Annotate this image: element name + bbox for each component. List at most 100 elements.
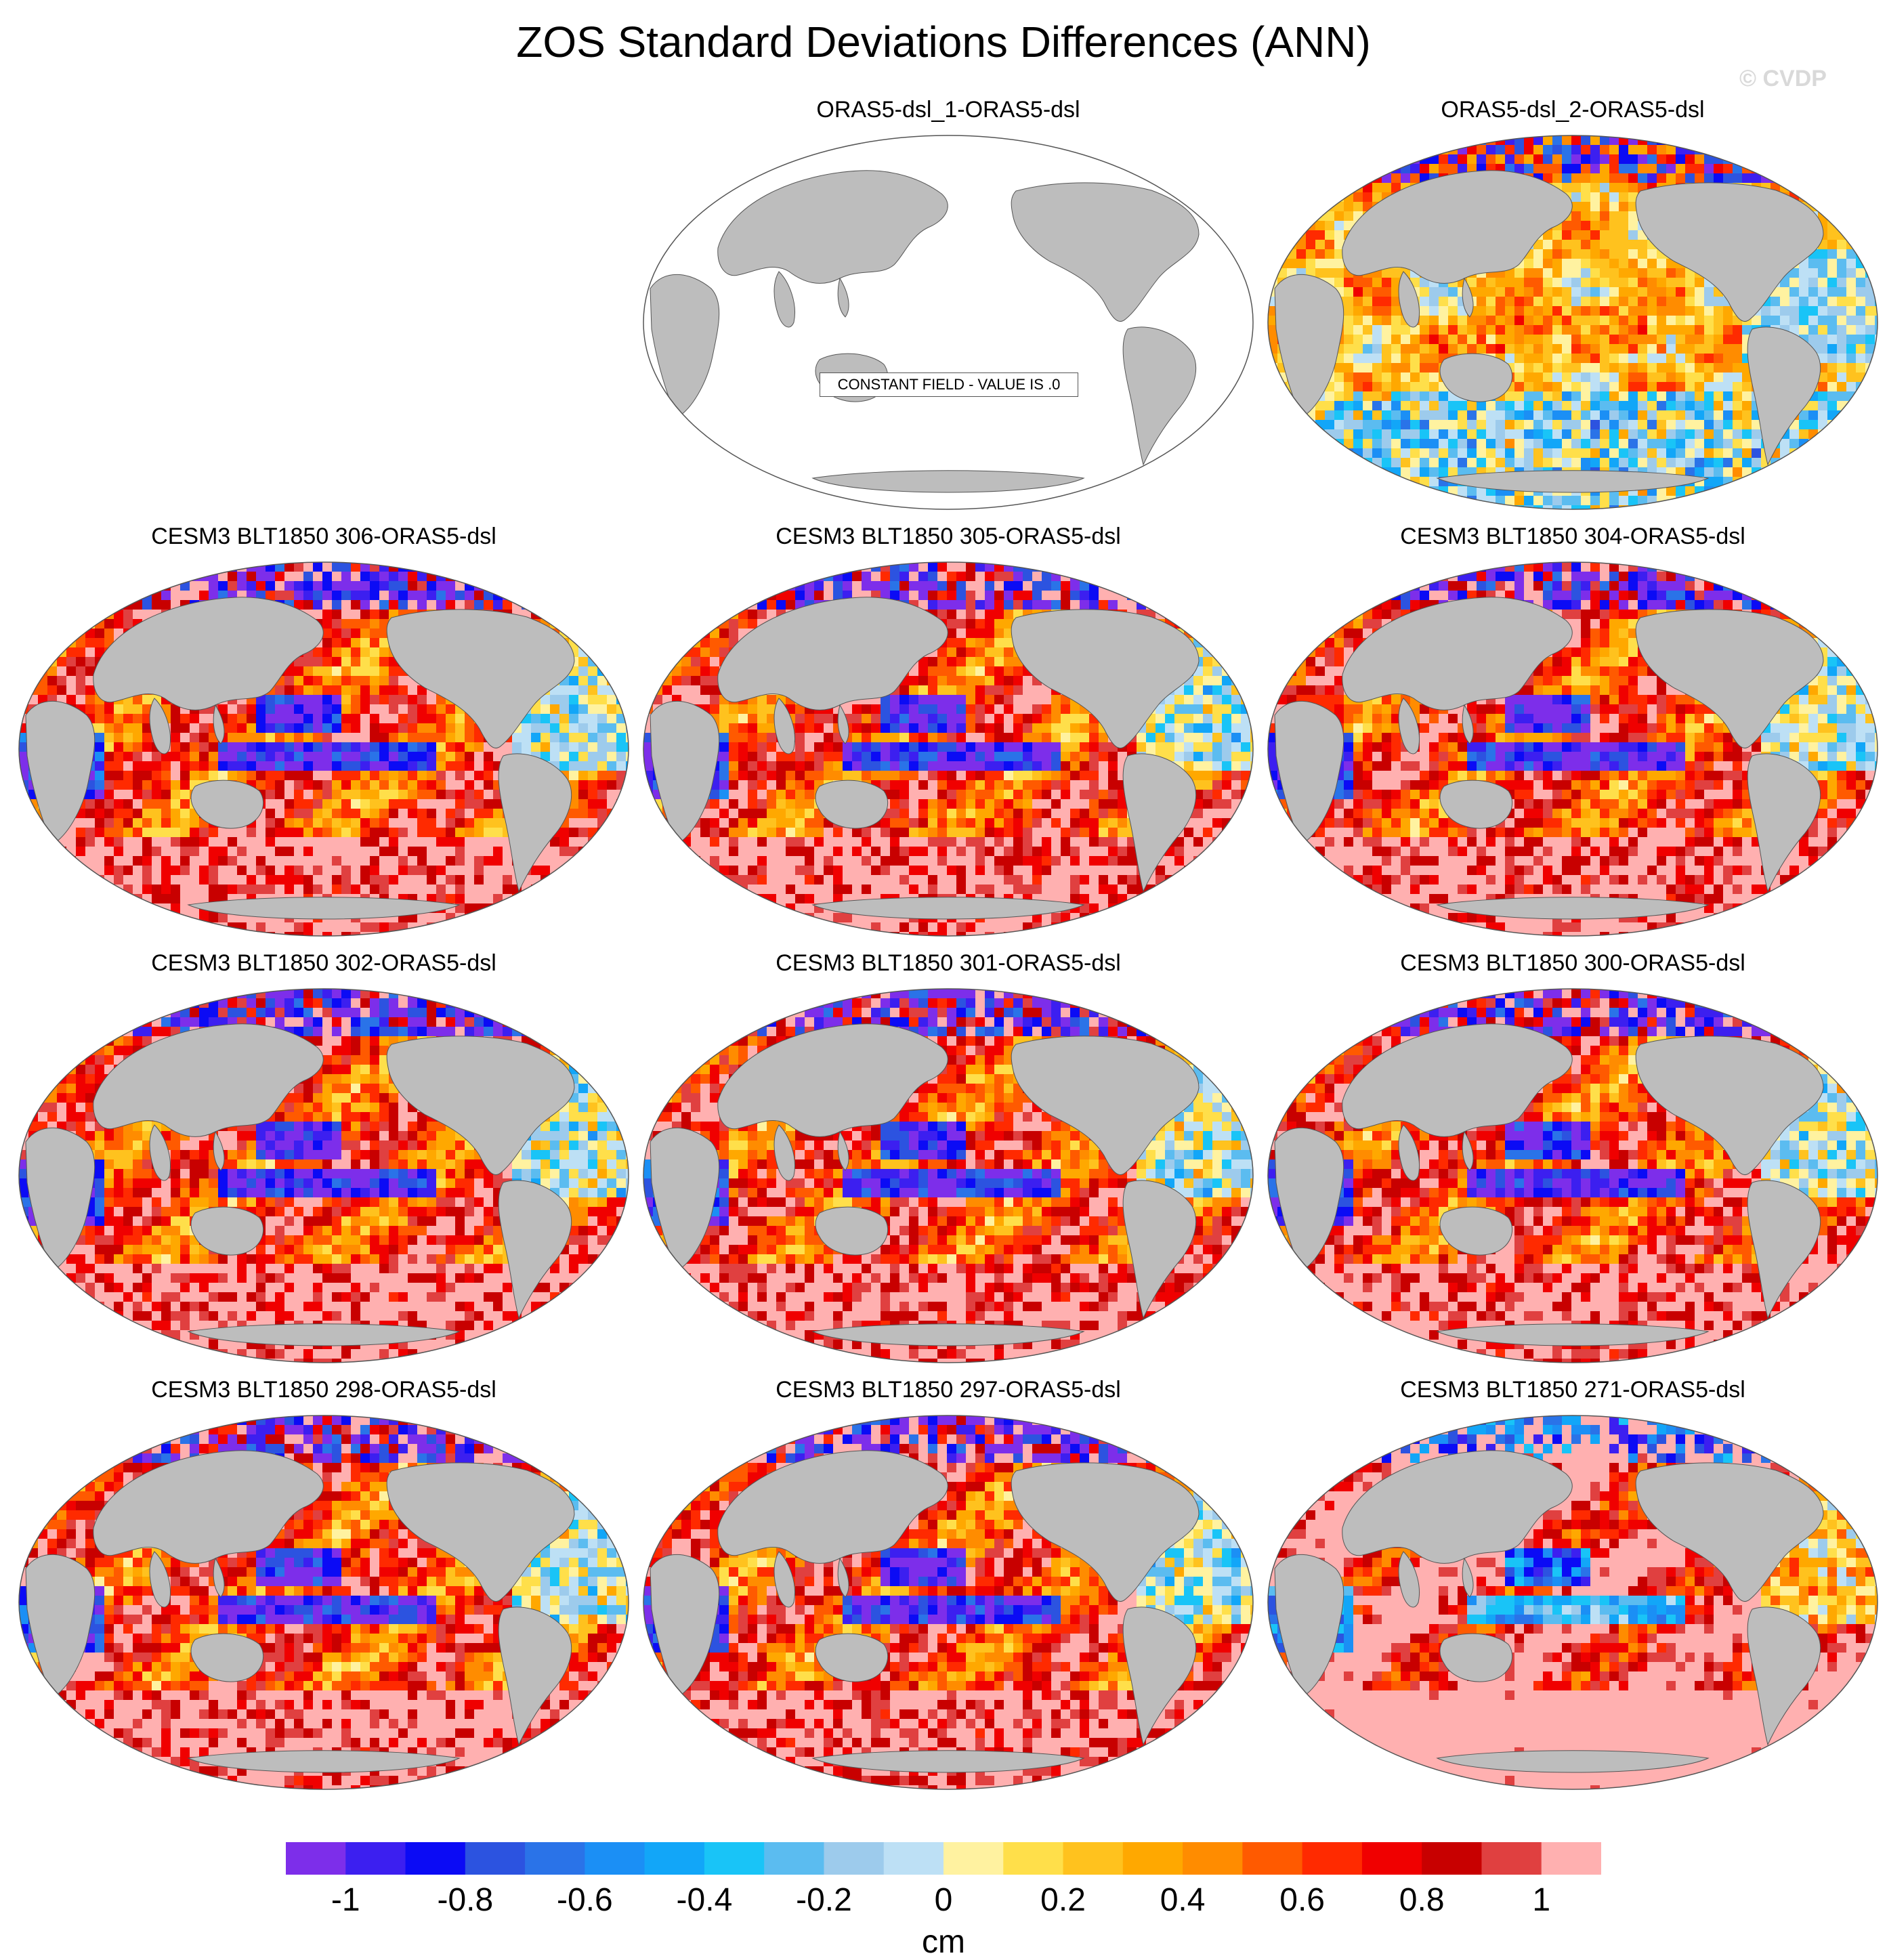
landmass (811, 897, 1085, 920)
landmass (386, 609, 575, 749)
colorbar-swatch (405, 1842, 466, 1875)
map-panel: CESM3 BLT1850 306-ORAS5-dsl (12, 523, 635, 943)
landmass (1436, 1750, 1710, 1773)
map-panel: CESM3 BLT1850 305-ORAS5-dsl (637, 523, 1260, 943)
landmass (1011, 182, 1200, 322)
colorbar-swatch (1302, 1842, 1363, 1875)
landmass (187, 897, 461, 920)
landmass (1274, 700, 1344, 845)
landmass (1151, 591, 1213, 614)
world-map (643, 135, 1254, 510)
landmass (717, 170, 948, 284)
map-panel: CESM3 BLT1850 297-ORAS5-dsl (637, 1376, 1260, 1796)
panel-title: CESM3 BLT1850 305-ORAS5-dsl (637, 523, 1260, 550)
colorbar-swatch (1361, 1842, 1422, 1875)
colorbar-swatch (1003, 1842, 1064, 1875)
colorbar-swatch (345, 1842, 406, 1875)
landmass (1747, 1606, 1821, 1746)
map-border (643, 561, 1254, 937)
colorbar-swatch (585, 1842, 645, 1875)
world-map (643, 988, 1254, 1363)
panel-title: ORAS5-dsl_1-ORAS5-dsl (637, 96, 1260, 123)
landmass (1011, 1036, 1200, 1176)
landmass (1398, 698, 1420, 754)
world-map (1267, 1415, 1878, 1790)
map-panel: CESM3 BLT1850 271-ORAS5-dsl (1261, 1376, 1884, 1796)
landmass (498, 1606, 572, 1746)
landmass (837, 1130, 849, 1171)
map-panel: CESM3 BLT1850 302-ORAS5-dsl (12, 950, 635, 1369)
landmass (1462, 1557, 1474, 1598)
colorbar-swatch (1063, 1842, 1124, 1875)
colorbar-tick-label: 0 (935, 1881, 953, 1919)
landmass (149, 698, 171, 754)
map-border (643, 1415, 1254, 1790)
landmass (1775, 165, 1838, 187)
landmass (650, 1554, 720, 1698)
colorbar-tick-label: 0.4 (1160, 1881, 1206, 1919)
map-border (1267, 988, 1878, 1363)
landmass (1462, 704, 1474, 744)
landmass (526, 1445, 589, 1467)
constant-field-label: CONSTANT FIELD - VALUE IS .0 (820, 372, 1078, 397)
map-panel: CESM3 BLT1850 301-ORAS5-dsl (637, 950, 1260, 1369)
landmass (650, 1127, 720, 1271)
landmass (93, 1450, 324, 1564)
landmass (1122, 1180, 1197, 1319)
landmass (190, 780, 264, 829)
landmass (1011, 1462, 1200, 1602)
world-map (1267, 561, 1878, 937)
panel-title: CESM3 BLT1850 298-ORAS5-dsl (12, 1376, 635, 1403)
landmass (1274, 1554, 1344, 1698)
landmass (1151, 1445, 1213, 1467)
colorbar-swatch (1242, 1842, 1303, 1875)
map-border (18, 561, 629, 937)
landmass (1151, 1018, 1213, 1040)
landmass (1274, 274, 1344, 418)
panel-title: CESM3 BLT1850 302-ORAS5-dsl (12, 950, 635, 977)
world-map (1267, 135, 1878, 510)
landmass (717, 1450, 948, 1564)
landmass (773, 698, 795, 754)
landmass (1439, 1206, 1513, 1256)
colorbar-swatch (883, 1842, 944, 1875)
map-panel: CESM3 BLT1850 298-ORAS5-dsl (12, 1376, 635, 1796)
landmass (837, 704, 849, 744)
colorbar (286, 1842, 1601, 1875)
landmass (1398, 1551, 1420, 1608)
landmass (1462, 277, 1474, 318)
colorbar-tick-label: -0.4 (677, 1881, 733, 1919)
colorbar-swatch (525, 1842, 585, 1875)
landmass (386, 1462, 575, 1602)
landmass (1747, 326, 1821, 466)
colorbar-tick-label: -0.6 (557, 1881, 613, 1919)
colorbar-swatch (286, 1842, 346, 1875)
landmass (811, 470, 1085, 493)
landmass (149, 1124, 171, 1181)
landmass (650, 274, 720, 418)
panel-title: CESM3 BLT1850 271-ORAS5-dsl (1261, 1376, 1884, 1403)
landmass (526, 591, 589, 614)
landmass (1342, 1450, 1573, 1564)
landmass (213, 1557, 225, 1598)
landmass (1439, 353, 1513, 402)
map-border (643, 135, 1254, 510)
landmass (93, 1023, 324, 1137)
colorbar-tick-label: -1 (331, 1881, 360, 1919)
landmass (650, 700, 720, 845)
colorbar-unit: cm (922, 1925, 965, 1960)
landmass (717, 1023, 948, 1137)
landmass (1274, 1127, 1344, 1271)
colorbar-swatch (764, 1842, 824, 1875)
map-border (18, 1415, 629, 1790)
landmass (815, 780, 889, 829)
landmass (837, 277, 849, 318)
colorbar-tick-label: 1 (1532, 1881, 1550, 1919)
figure-title: ZOS Standard Deviations Differences (ANN… (0, 15, 1887, 69)
landmass (773, 1124, 795, 1181)
map-border (18, 988, 629, 1363)
landmass (25, 1554, 96, 1698)
colorbar-tick-label: -0.8 (437, 1881, 493, 1919)
colorbar-swatch (465, 1842, 526, 1875)
world-map (18, 988, 629, 1363)
